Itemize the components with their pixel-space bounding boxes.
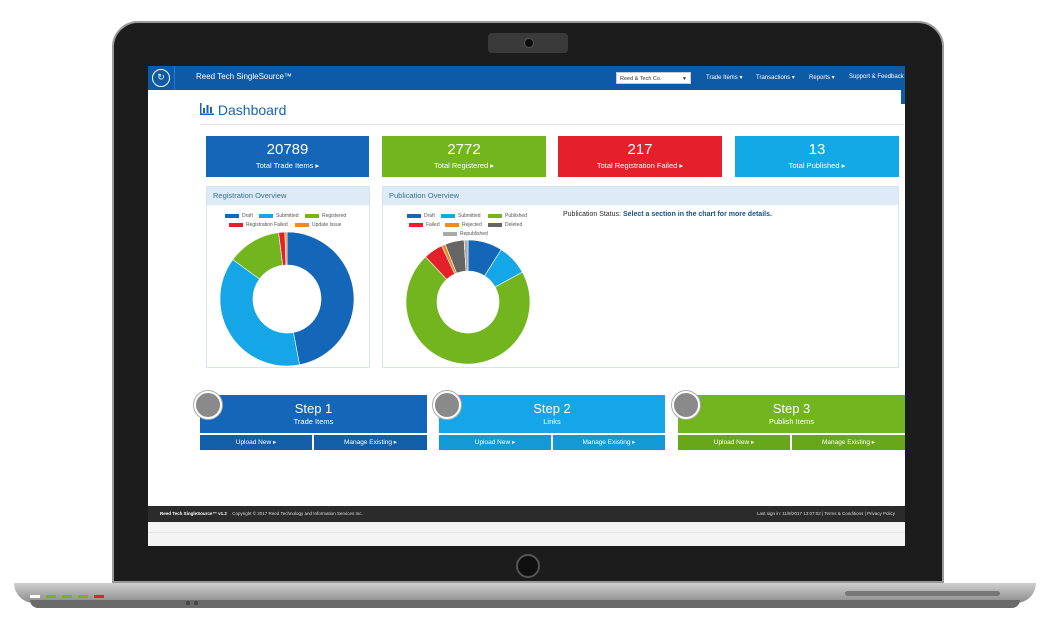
chevron-down-icon: ▼ (682, 76, 687, 82)
organization-select-value: Reed & Tech Co. (620, 76, 662, 82)
upload-new-button[interactable]: Upload New ▸ (200, 435, 312, 450)
manage-existing-button[interactable]: Manage Existing ▸ (553, 435, 665, 450)
brand-logo-icon[interactable]: ↻ (152, 69, 170, 87)
donut-slice-submitted[interactable] (219, 259, 300, 367)
page-title: Dashboard (200, 102, 286, 118)
donut-slice-republished[interactable] (463, 239, 469, 272)
app-screen: ↻ Reed Tech SingleSource™ Reed & Tech Co… (148, 66, 905, 546)
footer-copyright: Copyright © 2017 Reed Technology and Inf… (232, 511, 363, 516)
step-title: Step 2 (533, 401, 571, 416)
publication-status-hint: Select a section in the chart for more d… (622, 211, 772, 218)
legend-failed[interactable]: Failed (409, 222, 440, 228)
legend-registered[interactable]: Registered (305, 213, 346, 219)
page-bottom-area (148, 522, 905, 546)
stat-label: Total Registration Failed ▸ (596, 161, 684, 170)
publish-items-icon (672, 391, 700, 419)
page-footer: Reed Tech SingleSource™ v1.2 Copyright ©… (148, 506, 905, 522)
step-3-header[interactable]: Step 3 Publish Items (678, 395, 905, 433)
step-subtitle: Links (543, 417, 561, 426)
registration-donut-chart[interactable] (217, 229, 357, 369)
stat-value: 217 (627, 141, 653, 158)
footer-links[interactable]: Last sign in: 11/8/2017 13:07:02 | Terms… (757, 511, 895, 516)
publication-status-text: Publication Status: Select a section in … (563, 211, 772, 218)
stat-value: 13 (808, 141, 826, 158)
legend-republished[interactable]: Republished (443, 231, 488, 237)
page-title-text: Dashboard (217, 102, 287, 118)
step-title: Step 3 (772, 401, 811, 416)
stat-value: 2772 (447, 141, 481, 158)
links-icon (433, 391, 461, 419)
legend-submitted[interactable]: Submitted (259, 213, 299, 219)
registration-overview-panel: Registration Overview Draft Submitted Re… (206, 186, 370, 368)
panel-title: Publication Overview (383, 187, 898, 205)
stat-label: Total Trade Items ▸ (255, 161, 320, 170)
legend-draft[interactable]: Draft (225, 213, 253, 219)
donut-slice-update-issue[interactable] (284, 231, 288, 266)
step-2-header[interactable]: Step 2 Links (439, 395, 665, 433)
legend-published[interactable]: Published (488, 213, 527, 219)
step-title: Step 1 (294, 401, 333, 416)
upload-new-button[interactable]: Upload New ▸ (678, 435, 790, 450)
home-button-icon (516, 554, 540, 578)
legend-rejected[interactable]: Rejected (445, 222, 482, 228)
top-navbar: ↻ Reed Tech SingleSource™ Reed & Tech Co… (148, 66, 905, 90)
publication-overview-panel: Publication Overview Draft Submitted Pub… (382, 186, 899, 368)
scrollbar[interactable] (901, 90, 905, 104)
stat-total-trade-items[interactable]: 20789 Total Trade Items ▸ (206, 136, 369, 177)
legend-draft[interactable]: Draft (407, 213, 435, 219)
stat-label: Total Registered ▸ (433, 161, 495, 170)
step-subtitle: Publish Items (768, 417, 815, 426)
webcam-housing (488, 33, 568, 53)
publication-donut-chart[interactable] (401, 235, 535, 369)
base-slot (845, 591, 1000, 596)
led-indicators (30, 585, 110, 603)
legend-deleted[interactable]: Deleted (488, 222, 522, 228)
stat-label: Total Published ▸ (788, 161, 846, 170)
legend-update-issue[interactable]: Update Issue (295, 222, 341, 228)
organization-select[interactable]: Reed & Tech Co. ▼ (616, 72, 691, 84)
laptop-base (14, 583, 1036, 603)
panel-title: Registration Overview (207, 187, 369, 205)
menu-transactions[interactable]: Transactions ▾ (756, 75, 795, 81)
step-1-header[interactable]: Step 1 Trade Items (200, 395, 427, 433)
title-divider (200, 124, 904, 125)
stat-total-published[interactable]: 13 Total Published ▸ (735, 136, 899, 177)
upload-new-button[interactable]: Upload New ▸ (439, 435, 551, 450)
stat-total-registration-failed[interactable]: 217 Total Registration Failed ▸ (558, 136, 722, 177)
step-2-card: Step 2 Links Upload New ▸ Manage Existin… (433, 391, 665, 452)
legend-submitted[interactable]: Submitted (441, 213, 481, 219)
nav-divider (174, 66, 175, 90)
step-subtitle: Trade Items (293, 417, 334, 426)
manage-existing-button[interactable]: Manage Existing ▸ (314, 435, 427, 450)
step-3-card: Step 3 Publish Items Upload New ▸ Manage… (672, 391, 905, 452)
donut-slice-draft[interactable] (286, 231, 355, 366)
publication-status-label: Publication Status: (563, 211, 621, 218)
bottom-divider (148, 532, 905, 533)
laptop-base-edge (30, 600, 1020, 608)
stat-total-registered[interactable]: 2772 Total Registered ▸ (382, 136, 546, 177)
manage-existing-button[interactable]: Manage Existing ▸ (792, 435, 905, 450)
webcam-icon (524, 38, 534, 48)
bar-chart-icon (200, 103, 214, 115)
base-dots (186, 592, 202, 610)
trade-items-icon (194, 391, 222, 419)
menu-trade-items[interactable]: Trade Items ▾ (706, 75, 743, 81)
legend-registration-failed[interactable]: Registration Failed (229, 222, 288, 228)
brand-title[interactable]: Reed Tech SingleSource™ (196, 72, 292, 81)
footer-brand: Reed Tech SingleSource™ v1.2 (160, 511, 227, 516)
stat-value: 20789 (266, 141, 309, 158)
menu-support-feedback[interactable]: Support & Feedback (849, 74, 904, 80)
menu-reports[interactable]: Reports ▾ (809, 75, 835, 81)
donut-slice-published[interactable] (405, 256, 531, 365)
step-1-card: Step 1 Trade Items Upload New ▸ Manage E… (194, 391, 427, 452)
